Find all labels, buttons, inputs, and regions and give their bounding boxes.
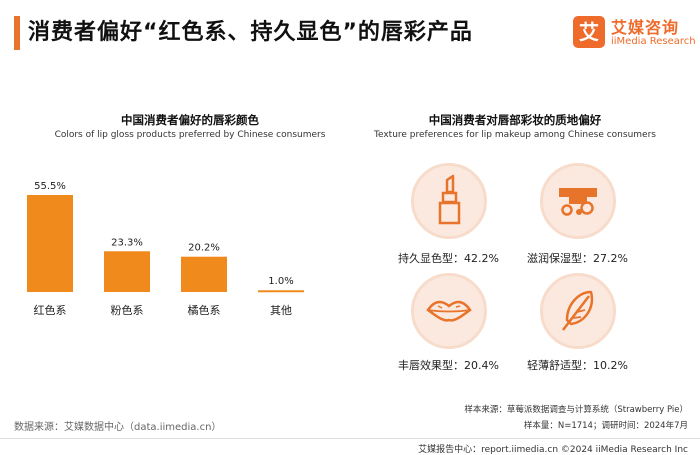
bar-category-label-0: 红色系 <box>34 303 67 317</box>
logo-cn-text: 艾媒咨询 <box>611 18 680 37</box>
bar-category-label-1: 粉色系 <box>111 303 144 317</box>
bar-3 <box>258 290 304 293</box>
bar-2 <box>181 256 227 292</box>
sample-info: 样本量：N=1714；调研时间：2024年7月 <box>523 421 688 431</box>
texture-circle-long-lasting <box>411 163 487 239</box>
bar-value-label-2: 20.2% <box>188 243 220 254</box>
right-panel-title: 中国消费者对唇部彩妆的质地偏好 <box>428 113 602 127</box>
texture-circle-lightweight <box>540 273 616 349</box>
bar-value-label-3: 1.0% <box>268 276 293 287</box>
feather-icon <box>562 290 594 331</box>
lips-icon <box>426 300 472 322</box>
left-chart-subtitle: Colors of lip gloss products preferred b… <box>54 130 326 140</box>
bar-value-label-1: 23.3% <box>111 237 143 248</box>
left-chart-title: 中国消费者偏好的唇彩颜色 <box>121 113 259 127</box>
footer-copyright: 艾媒报告中心：report.iimedia.cn ©2024 iiMedia R… <box>418 445 688 455</box>
title-accent-bar <box>14 16 20 50</box>
bar-1 <box>104 251 150 292</box>
texture-label-moisturizing: 滋润保湿型：27.2% <box>527 252 628 265</box>
bar-value-label-0: 55.5% <box>34 181 66 192</box>
bar-0 <box>27 195 73 292</box>
logo-en-text: iiMedia Research <box>611 36 696 47</box>
texture-label-lightweight: 轻薄舒适型：10.2% <box>527 359 628 372</box>
bar-category-label-2: 橘色系 <box>188 303 221 317</box>
sample-source: 样本来源：草莓派数据调查与计算系统（Strawberry Pie） <box>464 405 688 415</box>
texture-circle-moisturizing <box>540 163 616 239</box>
lip-gloss-drip-icon <box>559 188 597 216</box>
right-panel-subtitle: Texture preferences for lip makeup among… <box>374 130 656 140</box>
footer-divider <box>0 438 700 439</box>
page-title: 消费者偏好“红色系、持久显色”的唇彩产品 <box>28 20 473 45</box>
lipstick-icon <box>438 174 461 225</box>
lip-gloss-color-bar-chart: 55.5% 红色系 23.3% 粉色系 20.2% 橘色系 1.0% 其他 <box>27 181 304 317</box>
bar-category-label-3: 其他 <box>270 304 292 317</box>
logo-mark-icon: 艾 <box>573 16 605 48</box>
texture-circle-plumping <box>411 273 487 349</box>
data-source: 数据来源：艾媒数据中心（data.iimedia.cn） <box>14 422 222 433</box>
texture-label-plumping: 丰唇效果型：20.4% <box>398 359 499 372</box>
texture-label-long-lasting: 持久显色型：42.2% <box>398 252 499 265</box>
iimedia-logo: 艾 艾媒咨询 iiMedia Research <box>573 14 696 54</box>
